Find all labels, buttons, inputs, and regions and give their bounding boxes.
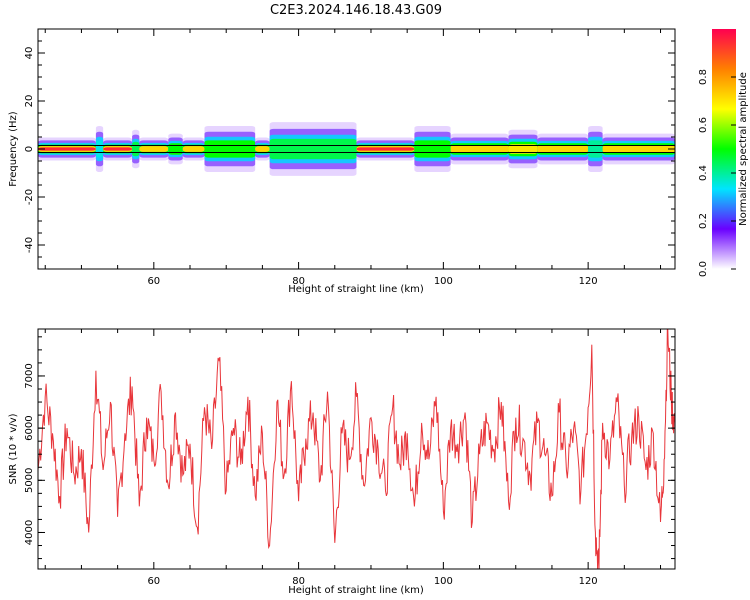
spectral-band-cell (269, 138, 357, 160)
x-tick-label: 60 (147, 576, 160, 587)
x-tick-label: 100 (434, 276, 453, 287)
y-tick-label: 5000 (24, 468, 35, 493)
x-tick-label: 120 (579, 576, 598, 587)
x-tick-label: 120 (579, 276, 598, 287)
spectral-band-cell (103, 147, 133, 151)
spectral-band-cell (537, 145, 589, 153)
spectral-band-cell (356, 147, 415, 151)
spectrogram-y-axis-label: Frequency (Hz) (8, 111, 19, 187)
y-tick-label: 20 (24, 95, 35, 108)
colorbar-tick-label: 0.0 (698, 261, 709, 277)
spectral-band-cell (132, 141, 140, 157)
y-tick-label: 7000 (24, 363, 35, 388)
y-tick-label: 40 (24, 47, 35, 60)
colorbar-tick-label: 0.8 (698, 69, 709, 85)
spectral-band-cell (168, 143, 183, 155)
colorbar-tick-label: 0.6 (698, 117, 709, 133)
spectral-band-cell (182, 146, 205, 152)
spectral-band-cell (508, 144, 538, 154)
spectrogram-panel: 60 80 100 120 -40 -20 0 20 40 Height of straight… (8, 28, 676, 295)
spectrogram-frame (37, 28, 676, 270)
spectrogram-x-axis-label: Height of straight line (km) (288, 284, 424, 295)
y-tick-label: 0 (24, 146, 35, 152)
snr-y-axis-label: SNR (10 * v/v) (8, 413, 19, 484)
colorbar-gradient (712, 29, 736, 269)
spectrogram-ticks: 60 80 100 120 -40 -20 0 20 40 (24, 28, 675, 287)
figure-title: C2E3.2024.146.18.43.G09 (270, 3, 442, 18)
x-tick-label: 80 (292, 276, 305, 287)
spectral-band-cell (588, 140, 603, 158)
snr-frame (37, 328, 676, 570)
spectral-band-cell (139, 146, 169, 152)
snr-x-axis-label: Height of straight line (km) (288, 585, 424, 596)
spectral-band-cell (602, 145, 675, 153)
spectral-band-cell (450, 145, 509, 153)
snr-background (38, 329, 675, 569)
spectral-band-cell (38, 147, 96, 151)
colorbar-tick-label: 0.4 (698, 165, 709, 181)
y-tick-label: 6000 (24, 415, 35, 440)
snr-ticks: 60 80 100 120 4000 5000 6000 7000 (24, 329, 675, 587)
snr-series-line (37, 328, 676, 570)
spectral-band-cell (204, 140, 256, 158)
y-tick-label: 4000 (24, 520, 35, 545)
y-tick-label: -20 (24, 189, 35, 205)
spectral-band-cell (255, 146, 270, 152)
spectral-band-group (38, 122, 675, 176)
x-tick-label: 100 (434, 576, 453, 587)
x-tick-label: 80 (292, 576, 305, 587)
colorbar-tick-label: 0.2 (698, 213, 709, 229)
colorbar: 0.0 0.2 0.4 0.6 0.8 Normalized spectral ampl… (698, 29, 749, 277)
spectral-band-cell (414, 140, 451, 158)
colorbar-ticks: 0.0 0.2 0.4 0.6 0.8 (698, 69, 736, 277)
spectral-band-cell (95, 140, 104, 158)
x-tick-label: 60 (147, 276, 160, 287)
colorbar-label: Normalized spectral amplitude (738, 72, 749, 226)
snr-panel: 60 80 100 120 4000 5000 6000 7000 Height of str… (8, 328, 676, 596)
y-tick-label: -40 (24, 237, 35, 253)
